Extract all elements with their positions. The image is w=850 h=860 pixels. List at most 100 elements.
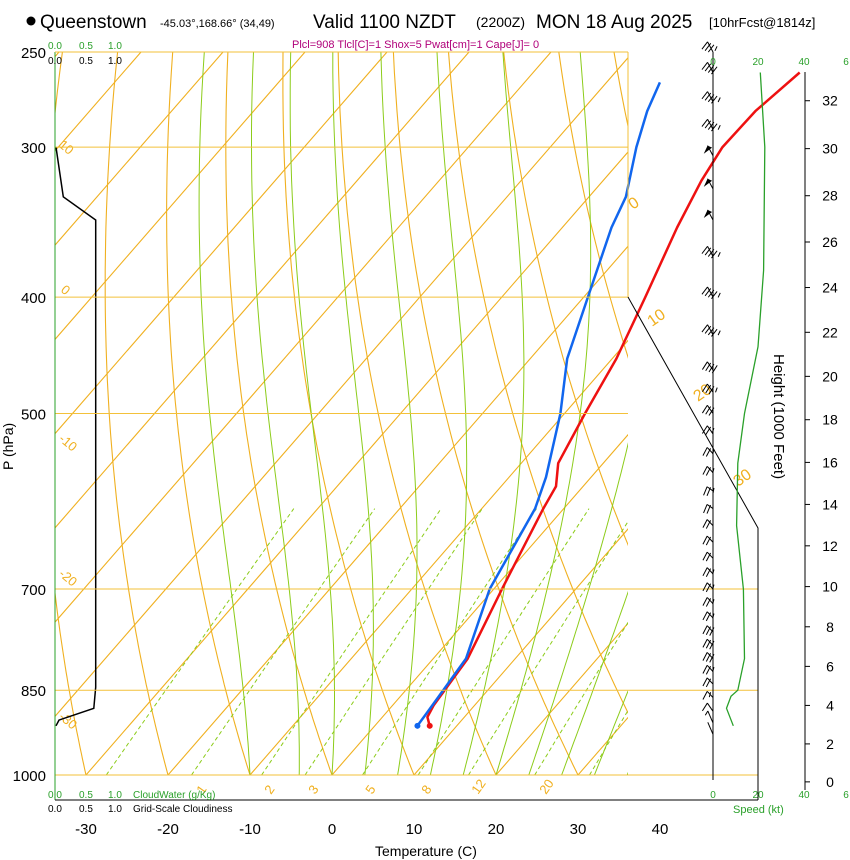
utc-time: (2200Z) xyxy=(476,14,525,30)
speed-axis-title: Speed (kt) xyxy=(733,804,784,816)
wind-barb-staff xyxy=(707,91,714,102)
wind-barb-staff xyxy=(706,383,714,393)
wind-barb-full xyxy=(711,123,718,132)
adiabat-label: 20 xyxy=(691,381,715,405)
wind-barb-flag xyxy=(703,209,713,218)
y-axis-title: P (hPa) xyxy=(0,423,16,470)
wind-barb-full xyxy=(705,568,712,577)
mixing-ratio-label: 8 xyxy=(418,782,434,797)
x-tick-label: 10 xyxy=(406,821,423,838)
wind-barb-staff xyxy=(706,447,714,454)
wind-barb-full xyxy=(707,121,715,130)
wind-barb-full xyxy=(707,289,715,298)
mixing-ratio-line xyxy=(105,508,295,775)
wind-barb-full xyxy=(702,567,708,577)
mixing-ratio-label: 3 xyxy=(305,782,321,797)
height-tick-label: 14 xyxy=(822,496,838,512)
wind-barb-full xyxy=(711,66,718,75)
wind-barb-full xyxy=(704,63,712,72)
wind-barb-half xyxy=(712,613,715,619)
cloudiness-top-1: 1.0 xyxy=(108,56,122,67)
wind-barb-flag xyxy=(703,178,713,187)
mixing-ratio-line xyxy=(304,508,483,775)
height-tick-label: 20 xyxy=(822,368,838,384)
wind-barb-full xyxy=(705,536,712,546)
wind-barb-full xyxy=(711,291,718,300)
wind-barb-half xyxy=(712,468,715,474)
height-tick-label: 18 xyxy=(822,412,838,428)
speed-tick-label: 6 xyxy=(843,790,849,801)
dewpoint-surface-point xyxy=(414,722,421,729)
wind-barb-full xyxy=(702,551,708,561)
stability-indices: Plcl=908 Tlcl[C]=1 Shox=5 Pwat[cm]=1 Cap… xyxy=(292,39,539,51)
wind-barb-staff xyxy=(707,722,714,735)
height-tick-label: 26 xyxy=(822,234,838,250)
sounding-series xyxy=(414,71,801,729)
cloudiness-line xyxy=(55,146,97,727)
dry-adiabat-line xyxy=(104,52,169,775)
wind-barb-full xyxy=(705,520,712,529)
dry-adiabat-line xyxy=(166,52,251,775)
station-coords: -45.03°,168.66° (34,49) xyxy=(160,18,275,30)
x-tick-label: 20 xyxy=(488,821,505,838)
wind-barb-staff xyxy=(707,62,714,73)
y-tick-label: 500 xyxy=(21,407,46,424)
dry-adiabat-line xyxy=(282,52,415,775)
mixing-ratio-line xyxy=(261,508,442,775)
speed-tick-label: 0 xyxy=(710,57,716,68)
moist-adiabat-line xyxy=(462,52,525,775)
wind-barb-staff xyxy=(706,664,714,672)
mixing-ratio-line xyxy=(534,621,628,775)
dry-adiabat-line xyxy=(780,52,850,775)
wind-barb-staff xyxy=(706,405,714,414)
cloudiness-top-0: 0.0 xyxy=(48,56,62,67)
wind-barb-full xyxy=(706,487,711,497)
cloudwater-top-05: 0.5 xyxy=(79,41,93,52)
dry-adiabat-line xyxy=(613,52,628,129)
speed-tick-label: 0 xyxy=(710,790,716,801)
moist-adiabat-line xyxy=(626,771,628,775)
height-tick-label: 24 xyxy=(822,280,838,296)
wind-barb-full xyxy=(708,363,715,373)
wind-barb-full xyxy=(711,365,718,374)
wind-barb-full xyxy=(704,120,712,129)
height-tick-label: 4 xyxy=(826,697,834,713)
mixing-ratio-label: 5 xyxy=(362,782,378,797)
cloudwater-bottom-1: 1.0 xyxy=(108,790,122,801)
speed-tick-label: 20 xyxy=(752,57,764,68)
wind-barb-full xyxy=(705,448,712,457)
wind-barb-half xyxy=(717,330,721,336)
wind-barb-full xyxy=(702,582,708,592)
x-tick-label: -20 xyxy=(157,821,179,838)
wind-barb-staff xyxy=(707,324,714,336)
height-tick-label: 6 xyxy=(826,658,834,674)
wind-barb-full xyxy=(702,519,708,528)
x-tick-label: 0 xyxy=(328,821,336,838)
moist-adiabat-line xyxy=(429,52,468,775)
mixing-ratio-line xyxy=(468,520,628,775)
wind-barb-full xyxy=(702,665,708,674)
wind-panel: 0246810121416182022242628303200202040406… xyxy=(701,41,849,801)
wind-barb-full xyxy=(704,325,712,334)
wind-barb-full xyxy=(701,62,708,70)
wind-barb-full xyxy=(705,406,712,415)
wind-barb-full xyxy=(704,247,712,256)
wind-barb-staff xyxy=(706,702,714,712)
wind-barb-full xyxy=(702,677,708,687)
wind-barb-full xyxy=(701,41,708,50)
wind-barb-half xyxy=(708,692,712,698)
wind-barb-staff xyxy=(707,246,714,257)
wind-barb-full xyxy=(702,597,708,606)
wind-barb-full xyxy=(707,64,715,73)
wind-barb-full xyxy=(705,678,712,688)
wind-barb-half xyxy=(717,124,721,130)
wind-barb-half xyxy=(712,569,715,575)
wind-barb-half xyxy=(717,97,721,103)
wind-barb-full xyxy=(703,486,708,496)
cloudwater-label: CloudWater (g/Kg) xyxy=(133,790,215,801)
isotherm-label: 0 xyxy=(58,282,73,298)
moist-adiabat-line xyxy=(380,52,418,775)
mixing-ratio-label: 2 xyxy=(261,782,277,797)
wind-barb-half xyxy=(714,46,718,52)
